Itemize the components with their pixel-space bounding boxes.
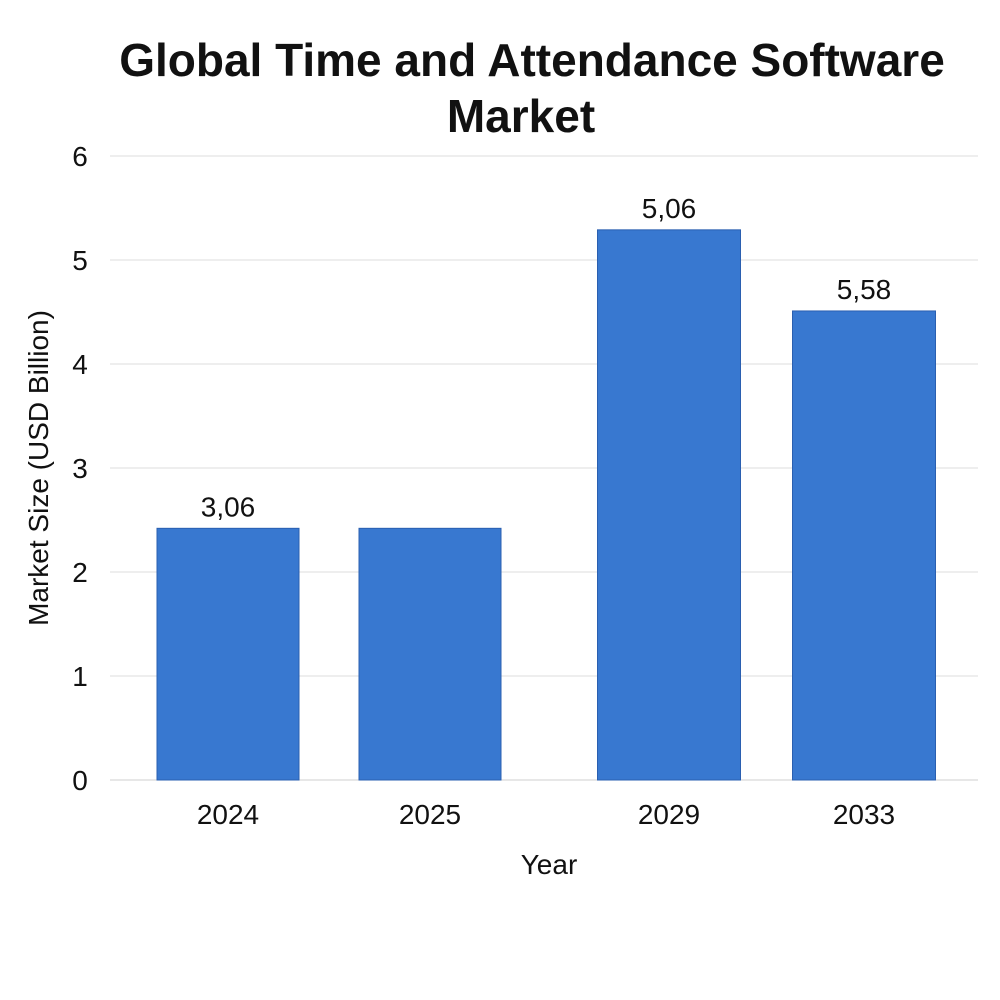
- x-axis-ticks: 2024 2025 2029 2033: [197, 799, 895, 830]
- bar-2029: [597, 229, 741, 781]
- chart-title-line-2: Market: [447, 90, 595, 142]
- bar-2024: [156, 527, 300, 781]
- y-tick-label: 1: [72, 661, 88, 692]
- x-tick-label-2025: 2025: [399, 799, 461, 830]
- y-tick-label: 3: [72, 453, 88, 484]
- y-axis-label: Market Size (USD Billion): [23, 310, 54, 626]
- data-labels: 3,06 5,06 5,58: [201, 193, 892, 522]
- x-tick-label-2024: 2024: [197, 799, 259, 830]
- y-tick-label: 2: [72, 557, 88, 588]
- bar-2033: [792, 310, 936, 781]
- bars: [156, 229, 936, 781]
- data-label-2024: 3,06: [201, 491, 256, 522]
- x-tick-label-2029: 2029: [638, 799, 700, 830]
- data-label-2029: 5,06: [642, 193, 697, 224]
- y-tick-label: 5: [72, 245, 88, 276]
- y-tick-label: 4: [72, 349, 88, 380]
- y-axis-ticks: 0 1 2 3 4 5 6: [72, 141, 88, 796]
- data-label-2033: 5,58: [837, 274, 892, 305]
- y-tick-label: 0: [72, 765, 88, 796]
- x-axis-label: Year: [521, 849, 578, 880]
- x-tick-label-2033: 2033: [833, 799, 895, 830]
- bar-2025: [358, 527, 502, 781]
- chart-title-line-1: Global Time and Attendance Software: [119, 34, 945, 86]
- y-tick-label: 6: [72, 141, 88, 172]
